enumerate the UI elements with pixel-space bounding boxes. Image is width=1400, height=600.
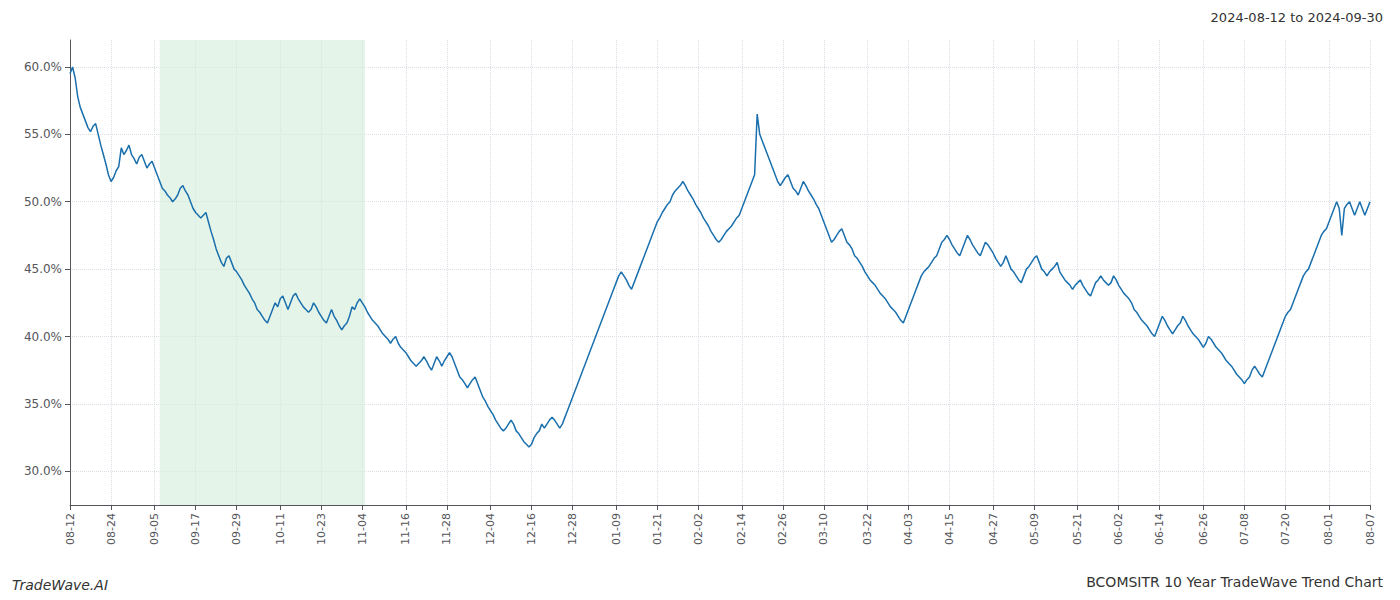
- svg-text:12-04: 12-04: [484, 513, 497, 545]
- svg-text:11-16: 11-16: [399, 513, 412, 545]
- svg-text:50.0%: 50.0%: [24, 195, 62, 209]
- svg-text:35.0%: 35.0%: [24, 397, 62, 411]
- svg-text:BCOMSITR 10 Year TradeWave Tre: BCOMSITR 10 Year TradeWave Trend Chart: [1086, 574, 1383, 590]
- svg-text:06-26: 06-26: [1197, 513, 1210, 545]
- svg-text:04-27: 04-27: [987, 513, 1000, 545]
- svg-text:12-16: 12-16: [525, 513, 538, 545]
- svg-text:01-09: 01-09: [610, 513, 623, 545]
- svg-text:08-24: 08-24: [105, 513, 118, 545]
- svg-text:45.0%: 45.0%: [24, 262, 62, 276]
- svg-text:12-28: 12-28: [566, 513, 579, 545]
- svg-text:04-03: 04-03: [902, 513, 915, 545]
- svg-text:11-28: 11-28: [440, 513, 453, 545]
- svg-text:10-11: 10-11: [274, 513, 287, 545]
- svg-text:60.0%: 60.0%: [24, 60, 62, 74]
- svg-text:2024-08-12 to 2024-09-30: 2024-08-12 to 2024-09-30: [1211, 10, 1383, 25]
- svg-text:07-20: 07-20: [1279, 513, 1292, 545]
- svg-text:30.0%: 30.0%: [24, 464, 62, 478]
- svg-text:06-02: 06-02: [1112, 513, 1125, 545]
- svg-text:02-26: 02-26: [776, 513, 789, 545]
- svg-text:01-21: 01-21: [651, 513, 664, 545]
- svg-text:07-08: 07-08: [1238, 513, 1251, 545]
- svg-text:08-07: 08-07: [1364, 513, 1377, 545]
- svg-text:08-01: 08-01: [1322, 513, 1335, 545]
- svg-text:05-09: 05-09: [1028, 513, 1041, 545]
- svg-text:03-10: 03-10: [817, 513, 830, 545]
- svg-text:06-14: 06-14: [1153, 513, 1166, 545]
- svg-text:03-22: 03-22: [861, 513, 874, 545]
- svg-text:TradeWave.AI: TradeWave.AI: [12, 577, 108, 593]
- svg-text:04-15: 04-15: [943, 513, 956, 545]
- svg-text:10-23: 10-23: [315, 513, 328, 545]
- svg-text:08-12: 08-12: [64, 513, 77, 545]
- svg-text:02-14: 02-14: [735, 513, 748, 545]
- svg-text:09-05: 09-05: [148, 513, 161, 545]
- svg-text:05-21: 05-21: [1071, 513, 1084, 545]
- svg-text:02-02: 02-02: [692, 513, 705, 545]
- svg-text:09-17: 09-17: [189, 513, 202, 545]
- svg-text:40.0%: 40.0%: [24, 330, 62, 344]
- svg-text:11-04: 11-04: [356, 513, 369, 545]
- svg-text:55.0%: 55.0%: [24, 127, 62, 141]
- svg-text:09-29: 09-29: [230, 513, 243, 545]
